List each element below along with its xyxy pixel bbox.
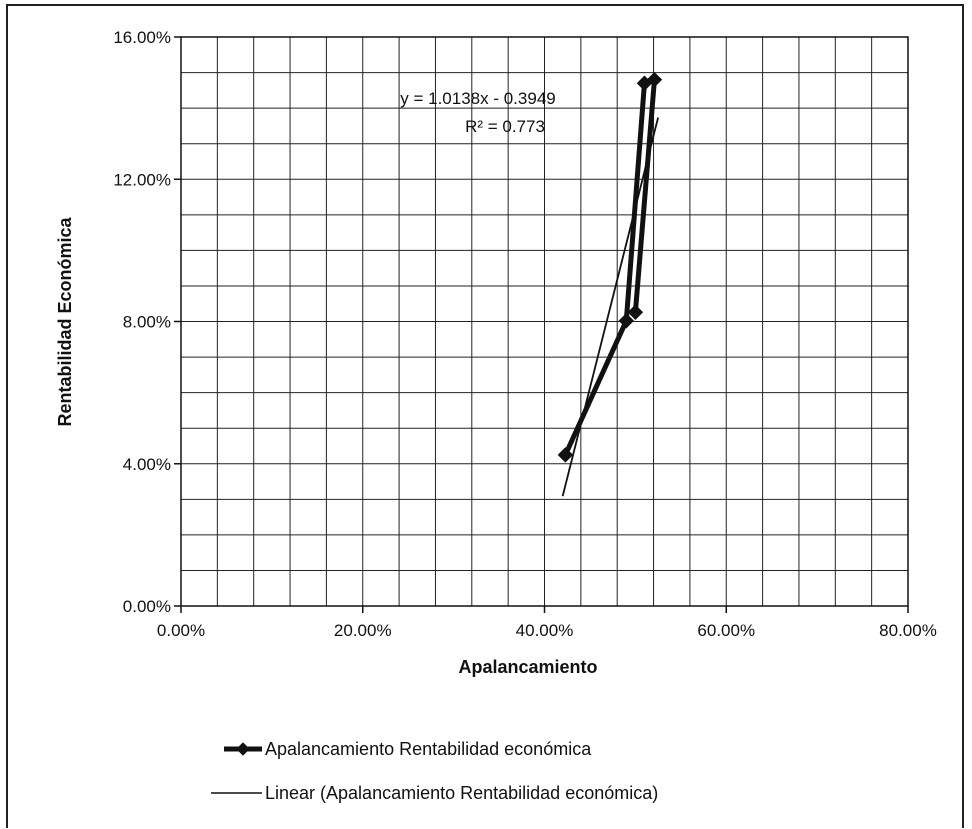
- data-point-marker: [557, 447, 574, 463]
- x-tick-label: 0.00%: [157, 621, 205, 640]
- y-tick-label: 12.00%: [113, 170, 171, 189]
- series: [557, 71, 663, 463]
- trendline-equation: y = 1.0138x - 0.3949: [400, 89, 555, 108]
- data-point-marker: [627, 304, 644, 320]
- x-tick-label: 20.00%: [334, 621, 392, 640]
- y-tick-label: 16.00%: [113, 28, 171, 47]
- y-axis-title: Rentabilidad Económica: [55, 216, 75, 426]
- legend: Apalancamiento Rentabilidad económica Li…: [211, 739, 658, 803]
- x-tick-label: 40.00%: [516, 621, 574, 640]
- data-point-marker: [618, 313, 634, 329]
- axes: [174, 36, 909, 613]
- x-tick-label: 80.00%: [879, 621, 937, 640]
- y-tick-label: 8.00%: [123, 313, 171, 332]
- legend-trendline-label: Linear (Apalancamiento Rentabilidad econ…: [265, 783, 658, 803]
- data-point-marker: [646, 71, 663, 88]
- trendline: [561, 117, 659, 497]
- y-tick-label: 4.00%: [123, 455, 171, 474]
- grid: [181, 37, 908, 606]
- x-tick-label: 60.00%: [697, 621, 755, 640]
- tick-labels: 0.00% 20.00% 40.00% 60.00% 80.00% 0.00% 4.00% 8…: [113, 28, 937, 640]
- x-axis-title: Apalancamiento: [458, 657, 597, 677]
- trendline-r-squared: R² = 0.773: [465, 117, 545, 136]
- legend-series-marker: [236, 742, 250, 756]
- trendline-line: [561, 117, 659, 497]
- legend-series-label: Apalancamiento Rentabilidad económica: [265, 739, 592, 759]
- y-tick-label: 0.00%: [123, 597, 171, 616]
